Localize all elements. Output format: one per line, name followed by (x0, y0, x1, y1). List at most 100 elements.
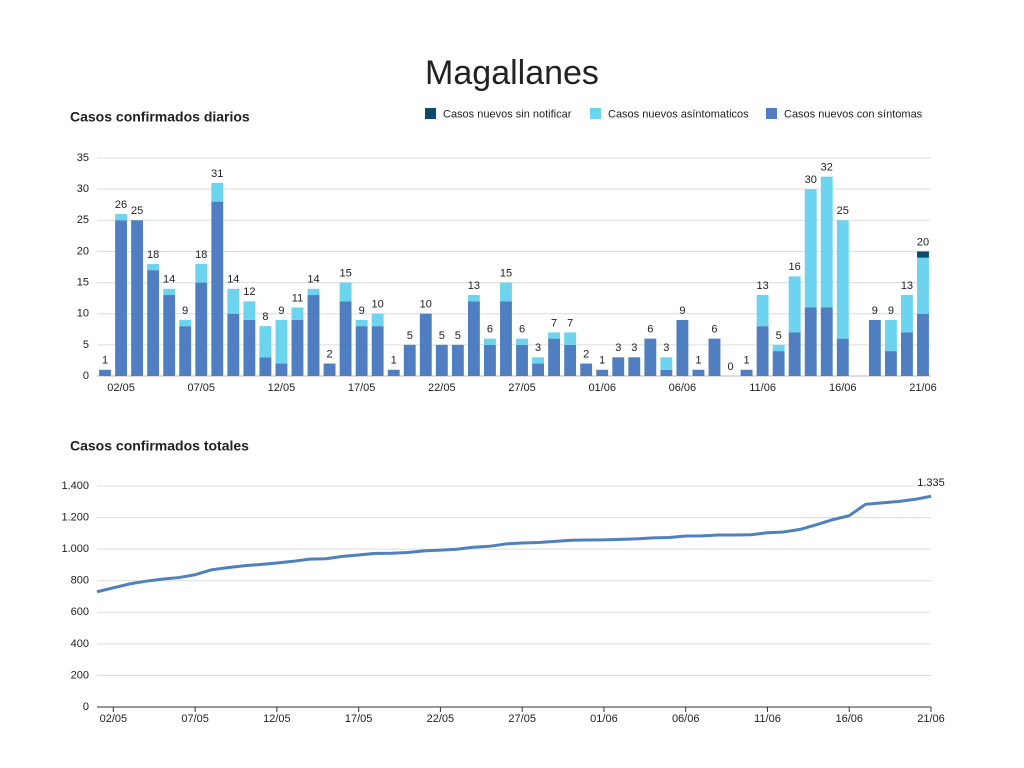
x-tick-label: 12/05 (263, 713, 291, 725)
bar-segment (179, 326, 192, 376)
data-label: 9 (679, 305, 685, 317)
bar-segment (917, 313, 929, 376)
chart-title: Casos confirmados totales (70, 438, 249, 454)
bar-segment (163, 295, 176, 376)
bar-segment (275, 363, 288, 376)
bar-segment (756, 326, 769, 376)
data-label: 6 (487, 324, 493, 336)
bar-segment (291, 319, 304, 376)
y-tick-label: 30 (77, 183, 89, 195)
bar-segment (435, 344, 448, 376)
data-label: 26 (115, 199, 127, 211)
bar-segment (163, 288, 176, 296)
y-tick-label: 5 (83, 339, 89, 351)
legend-swatch (425, 108, 436, 119)
data-label: 11 (292, 292, 303, 304)
data-label: 14 (307, 274, 319, 286)
bar-segment (596, 369, 609, 376)
data-label: 9 (872, 305, 878, 317)
data-label: 10 (420, 299, 432, 311)
data-label: 20 (917, 236, 929, 248)
x-tick-label: 22/05 (428, 382, 456, 394)
data-label: 6 (647, 324, 653, 336)
data-label: 3 (663, 342, 669, 354)
y-tick-label: 1.000 (61, 543, 89, 555)
bar-segment (291, 307, 304, 320)
page-title: Magallanes (425, 54, 599, 92)
data-label: 10 (372, 299, 384, 311)
data-label: 25 (131, 205, 143, 217)
bar-segment (788, 276, 801, 333)
data-label: 1.335 (917, 477, 945, 489)
x-tick-label: 17/05 (345, 713, 373, 725)
bar-segment (99, 369, 111, 376)
bar-segment (484, 344, 496, 376)
bar-segment (227, 313, 240, 376)
data-label: 3 (535, 342, 541, 354)
bar-segment (243, 319, 256, 376)
bar-segment (548, 338, 561, 376)
bar-segment (692, 369, 705, 376)
x-tick-label: 07/05 (187, 382, 215, 394)
bar-segment (243, 301, 256, 320)
bar-segment (179, 319, 192, 327)
x-tick-label: 21/06 (917, 713, 945, 725)
bar-segment (516, 338, 528, 345)
data-label: 32 (821, 162, 833, 174)
x-tick-label: 06/06 (672, 713, 700, 725)
legend-label: Casos nuevos sin notificar (443, 108, 572, 120)
bar-segment (115, 214, 127, 221)
data-label: 9 (888, 305, 894, 317)
bar-segment (355, 319, 368, 327)
y-tick-label: 600 (71, 606, 89, 618)
bar-segment (227, 288, 240, 314)
bar-segment (147, 270, 160, 376)
data-label: 30 (805, 174, 817, 186)
bar-segment (772, 344, 785, 352)
x-tick-label: 17/05 (348, 382, 376, 394)
data-label: 15 (339, 267, 351, 279)
bar-segment (820, 307, 833, 376)
data-label: 14 (227, 274, 239, 286)
data-label: 7 (567, 317, 573, 329)
legend-swatch (590, 108, 601, 119)
data-label: 5 (455, 330, 461, 342)
data-label: 13 (756, 280, 768, 292)
line (96, 494, 932, 594)
data-label: 31 (211, 168, 223, 180)
data-label: 2 (583, 348, 589, 360)
bar-segment (371, 326, 384, 376)
bar-segment (115, 220, 127, 376)
bar-segment (195, 263, 208, 283)
bar-segment (660, 357, 673, 370)
data-label: 3 (615, 342, 621, 354)
bar-segment (740, 369, 753, 376)
x-tick-label: 06/06 (669, 382, 697, 394)
x-tick-label: 01/06 (588, 382, 616, 394)
bar-segment (259, 357, 272, 376)
bar-segment (917, 257, 929, 314)
bar-segment (484, 338, 496, 345)
data-label: 7 (551, 317, 557, 329)
legend-swatch (766, 108, 777, 119)
bar-segment (788, 332, 801, 376)
x-tick-label: 07/05 (181, 713, 209, 725)
data-label: 8 (262, 311, 268, 323)
data-label: 13 (468, 280, 480, 292)
bar-segment (532, 357, 544, 364)
bar-segment (836, 338, 849, 376)
bar-segment (676, 319, 689, 376)
data-label: 9 (278, 305, 284, 317)
data-label: 1 (102, 355, 108, 367)
bar-segment (323, 363, 336, 376)
data-label: 14 (163, 274, 175, 286)
x-tick-label: 16/06 (829, 382, 857, 394)
x-tick-label: 01/06 (590, 713, 618, 725)
data-label: 12 (243, 286, 255, 298)
y-tick-label: 400 (71, 638, 89, 650)
x-tick-label: 22/05 (427, 713, 455, 725)
legend-label: Casos nuevos asíntomaticos (608, 108, 749, 120)
data-label: 5 (407, 330, 413, 342)
bar-segment (403, 344, 416, 376)
